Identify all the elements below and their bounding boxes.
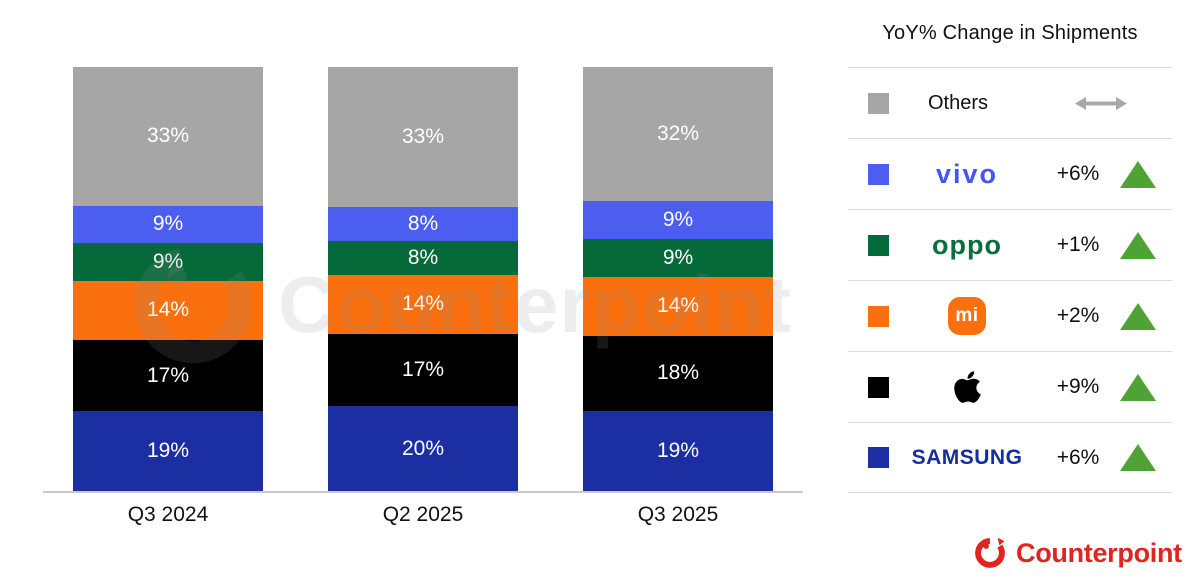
- legend-row-xiaomi: mi +2%: [848, 280, 1172, 351]
- bar-segment-apple: 17%: [328, 334, 518, 407]
- up-triangle-icon: [1120, 160, 1156, 188]
- legend-row-oppo: oppo +1%: [848, 209, 1172, 280]
- oppo-yoy-change: +1%: [1056, 233, 1100, 256]
- stacked-bar-q3-2025: 32% 9% 9% 14% 18% 19%: [583, 67, 773, 491]
- bar-segment-samsung: 19%: [583, 411, 773, 491]
- legend-row-apple: +9%: [848, 351, 1172, 422]
- up-triangle-icon: [1120, 302, 1156, 330]
- others-swatch: [868, 92, 889, 114]
- bar-segment-apple: 17%: [73, 339, 263, 412]
- segment-value-label: 33%: [401, 124, 445, 148]
- bar-segment-others: 32%: [583, 67, 773, 202]
- bar-segment-others: 33%: [73, 67, 263, 206]
- segment-value-label: 19%: [656, 439, 700, 463]
- up-triangle-icon: [1120, 444, 1156, 471]
- legend-row-vivo: vivo +6%: [848, 138, 1172, 209]
- bar-segment-xiaomi: 14%: [73, 281, 263, 340]
- samsung-logo: SAMSUNG: [911, 445, 1023, 469]
- bar-segment-xiaomi: 14%: [583, 276, 773, 336]
- vivo-yoy-change: +6%: [1056, 162, 1100, 185]
- bar-segment-vivo: 9%: [583, 201, 773, 240]
- stacked-bar-q3-2024: 33% 9% 9% 14% 17% 19%: [73, 67, 263, 491]
- bar-segment-xiaomi: 14%: [328, 274, 518, 335]
- others-label: Others: [927, 91, 989, 114]
- legend-row-samsung: SAMSUNG +6%: [848, 422, 1172, 493]
- counterpoint-logo: Counterpoint: [973, 536, 1182, 570]
- flat-arrow-icon: [1075, 96, 1127, 110]
- bar-segment-vivo: 8%: [328, 206, 518, 241]
- apple-logo: [953, 371, 981, 403]
- segment-value-label: 8%: [407, 211, 439, 235]
- segment-value-label: 33%: [146, 124, 190, 148]
- vivo-swatch: [868, 163, 889, 185]
- segment-value-label: 18%: [656, 361, 700, 385]
- xiaomi-yoy-change: +2%: [1056, 304, 1100, 327]
- segment-value-label: 14%: [146, 298, 190, 322]
- bar-segment-others: 33%: [328, 67, 518, 207]
- legend-panel: YoY% Change in Shipments Others vivo +6%…: [848, 20, 1172, 493]
- xiaomi-swatch: [868, 305, 889, 327]
- bar-segment-oppo: 9%: [583, 239, 773, 277]
- vivo-logo: vivo: [935, 158, 999, 189]
- bar-segment-samsung: 20%: [328, 406, 518, 491]
- legend-title: YoY% Change in Shipments: [882, 22, 1138, 44]
- legend-row-others: Others: [848, 67, 1172, 138]
- apple-swatch: [868, 376, 889, 398]
- segment-value-label: 20%: [401, 436, 445, 460]
- up-triangle-icon: [1120, 373, 1156, 401]
- apple-yoy-change: +9%: [1056, 375, 1100, 398]
- stacked-bar-q2-2025: 33% 8% 8% 14% 17% 20%: [328, 67, 518, 491]
- segment-value-label: 9%: [662, 246, 694, 269]
- segment-value-label: 19%: [146, 439, 190, 463]
- segment-value-label: 17%: [146, 363, 190, 387]
- bar-segment-oppo: 9%: [73, 243, 263, 282]
- stacked-bar-chart: 33% 9% 9% 14% 17% 19% 33% 8% 8% 14% 17% 20% 32% 9% 9% 1…: [43, 67, 803, 526]
- x-label-q3-2024: Q3 2024: [127, 503, 209, 526]
- segment-value-label: 14%: [401, 292, 445, 316]
- xiaomi-logo: mi: [948, 297, 986, 335]
- segment-value-label: 14%: [656, 294, 700, 318]
- bar-segment-oppo: 8%: [328, 240, 518, 275]
- x-label-q2-2025: Q2 2025: [382, 503, 464, 526]
- segment-value-label: 9%: [152, 250, 184, 274]
- counterpoint-logo-icon: [975, 537, 1005, 568]
- oppo-logo: oppo: [932, 229, 1002, 260]
- segment-value-label: 17%: [401, 358, 445, 382]
- counterpoint-logo-text: Counterpoint: [1016, 537, 1182, 568]
- bar-segment-samsung: 19%: [73, 411, 263, 491]
- samsung-swatch: [868, 447, 889, 468]
- segment-value-label: 9%: [662, 208, 694, 232]
- segment-value-label: 8%: [407, 245, 439, 269]
- x-label-q3-2025: Q3 2025: [637, 503, 719, 526]
- segment-value-label: 32%: [656, 122, 700, 146]
- oppo-swatch: [868, 234, 889, 256]
- samsung-yoy-change: +6%: [1056, 445, 1100, 469]
- segment-value-label: 9%: [152, 212, 184, 236]
- bar-segment-vivo: 9%: [73, 205, 263, 244]
- bar-segment-apple: 18%: [583, 335, 773, 412]
- x-axis-line: [43, 491, 803, 493]
- up-triangle-icon: [1120, 231, 1156, 259]
